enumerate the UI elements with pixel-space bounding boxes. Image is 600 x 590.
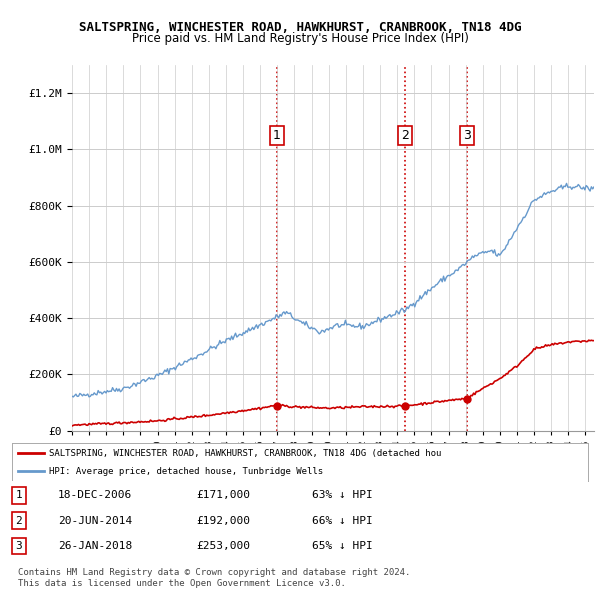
Text: This data is licensed under the Open Government Licence v3.0.: This data is licensed under the Open Gov… [18, 579, 346, 588]
Text: 18-DEC-2006: 18-DEC-2006 [58, 490, 133, 500]
Text: 66% ↓ HPI: 66% ↓ HPI [311, 516, 372, 526]
Text: £192,000: £192,000 [196, 516, 250, 526]
Text: 1: 1 [273, 129, 281, 142]
Text: Contains HM Land Registry data © Crown copyright and database right 2024.: Contains HM Land Registry data © Crown c… [18, 568, 410, 576]
Text: Price paid vs. HM Land Registry's House Price Index (HPI): Price paid vs. HM Land Registry's House … [131, 32, 469, 45]
Text: 3: 3 [16, 541, 22, 551]
Text: £253,000: £253,000 [196, 541, 250, 551]
Text: SALTSPRING, WINCHESTER ROAD, HAWKHURST, CRANBROOK, TN18 4DG: SALTSPRING, WINCHESTER ROAD, HAWKHURST, … [79, 21, 521, 34]
Text: 2: 2 [16, 516, 22, 526]
Text: 3: 3 [463, 129, 471, 142]
Text: 2: 2 [401, 129, 409, 142]
Text: HPI: Average price, detached house, Tunbridge Wells: HPI: Average price, detached house, Tunb… [49, 467, 323, 476]
Text: 1: 1 [16, 490, 22, 500]
Text: 26-JAN-2018: 26-JAN-2018 [58, 541, 133, 551]
Text: 63% ↓ HPI: 63% ↓ HPI [311, 490, 372, 500]
Text: 20-JUN-2014: 20-JUN-2014 [58, 516, 133, 526]
Text: 65% ↓ HPI: 65% ↓ HPI [311, 541, 372, 551]
Text: SALTSPRING, WINCHESTER ROAD, HAWKHURST, CRANBROOK, TN18 4DG (detached hou: SALTSPRING, WINCHESTER ROAD, HAWKHURST, … [49, 449, 442, 458]
Text: £171,000: £171,000 [196, 490, 250, 500]
